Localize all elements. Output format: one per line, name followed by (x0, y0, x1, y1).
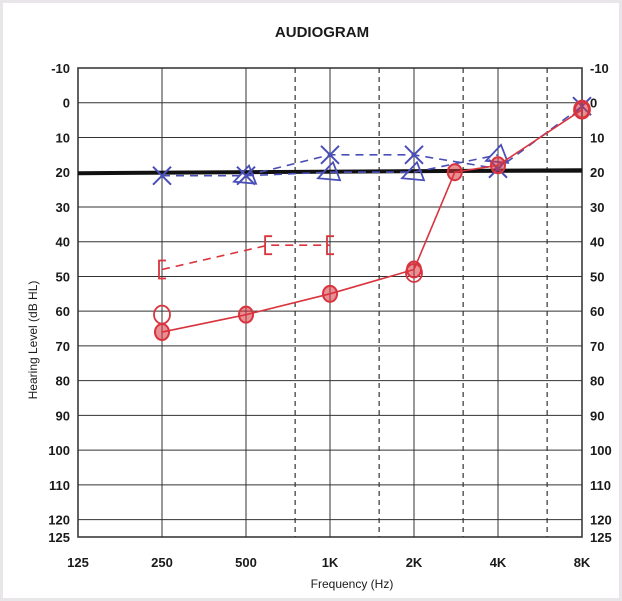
y-tick-label: 20 (590, 165, 604, 180)
y-tick-label: 20 (56, 165, 70, 180)
series-line (162, 105, 583, 177)
y-tick-label: 50 (56, 269, 70, 284)
y-tick-label: 10 (590, 130, 604, 145)
data-point-triangle (232, 164, 258, 185)
series-layer (152, 96, 592, 342)
x-tick-label: 2K (406, 555, 423, 570)
y-axis-tick-labels-right: -10 0 10 20 30 40 50 60 70 80 90 100 110 120 125 (590, 61, 612, 545)
x-tick-label: 1K (322, 555, 339, 570)
chart-title: AUDIOGRAM (275, 24, 369, 41)
data-point-o-filled (238, 305, 254, 324)
y-tick-label: 100 (48, 443, 70, 458)
x-axis-title: Frequency (Hz) (311, 577, 394, 591)
y-tick-label: 30 (590, 200, 604, 215)
y-tick-label: 40 (590, 235, 604, 250)
y-tick-label: 110 (49, 478, 70, 493)
y-tick-label: 60 (56, 304, 70, 319)
x-axis-tick-labels: 125 250 500 1K 2K 4K 8K (67, 555, 591, 570)
data-point-triangle (316, 160, 342, 182)
data-point-o (573, 99, 591, 120)
data-point-x (152, 165, 172, 186)
paper-sheet (3, 3, 619, 598)
data-point-o-filled (322, 284, 338, 303)
x-tick-label: 250 (151, 555, 173, 570)
x-tick-label: 4K (490, 555, 507, 570)
y-tick-label: 125 (590, 530, 612, 545)
data-point-bracket (264, 235, 273, 256)
data-point-o-filled (154, 323, 170, 342)
x-tick-label: 8K (574, 555, 591, 570)
y-axis-tick-labels-left: -10 0 10 20 30 40 50 60 70 80 90 100 110 120 125 (48, 61, 70, 545)
y-tick-label: 90 (56, 408, 70, 423)
y-tick-label: 30 (56, 200, 70, 215)
y-tick-label: 80 (590, 374, 604, 389)
y-tick-label: 120 (590, 513, 612, 528)
y-tick-label: 100 (590, 443, 612, 458)
data-point-bracket (326, 235, 334, 256)
data-point-o (405, 263, 423, 283)
data-point-o-filled (490, 156, 506, 175)
y-tick-label: 125 (48, 530, 70, 545)
y-tick-label: 0 (590, 96, 597, 111)
y-tick-label: 60 (590, 304, 604, 319)
x-tick-label: 125 (67, 555, 89, 570)
y-tick-label: 70 (56, 339, 70, 354)
y-tick-label: 90 (590, 408, 604, 423)
data-point-o (153, 304, 171, 325)
y-tick-label: -10 (590, 61, 609, 76)
y-tick-label: 0 (63, 96, 70, 111)
x-tick-label: 500 (235, 555, 257, 570)
data-point-x (404, 145, 424, 165)
y-tick-label: 80 (56, 374, 70, 389)
y-tick-label: 10 (56, 130, 70, 145)
y-tick-label: 110 (590, 478, 611, 493)
data-point-triangle (400, 160, 426, 182)
series-x (152, 96, 592, 186)
y-tick-label: -10 (51, 61, 70, 76)
data-point-o-filled (446, 163, 463, 182)
data-point-o-filled (574, 100, 590, 119)
data-point-bracket (158, 259, 166, 280)
series-o (153, 99, 591, 325)
series-[ (158, 235, 334, 280)
series-o-filled (154, 100, 590, 342)
data-point-x (320, 145, 340, 165)
y-tick-label: 70 (590, 339, 604, 354)
y-tick-label: 50 (590, 269, 604, 284)
y-tick-label: 40 (56, 235, 70, 250)
y-tick-label: 120 (48, 513, 70, 528)
y-axis-title: Hearing Level (dB HL) (26, 281, 40, 400)
